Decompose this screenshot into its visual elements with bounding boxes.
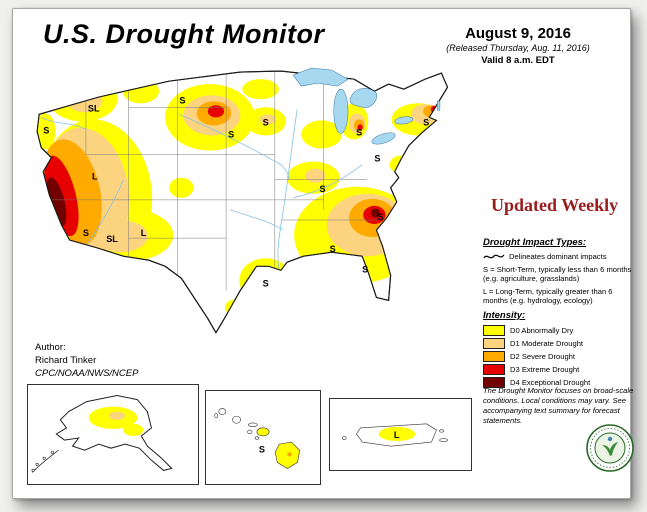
lake-huron	[349, 88, 377, 108]
drought-monitor-page: U.S. Drought Monitor August 9, 2016 (Rel…	[12, 8, 634, 499]
alaska-map	[31, 395, 173, 473]
impact-delineates-label: Delineates dominant impacts	[509, 252, 607, 262]
author-org: CPC/NOAA/NWS/NCEP	[35, 367, 139, 379]
drought-region-d0	[37, 113, 56, 150]
lake-champlain	[437, 101, 441, 111]
drought-region-d3	[207, 105, 225, 118]
valid-time: Valid 8 a.m. EDT	[481, 55, 555, 66]
long-term-definition: L = Long-Term, typically greater than 6 …	[483, 286, 613, 306]
date-block: August 9, 2016 (Released Thursday, Aug. …	[411, 25, 625, 66]
impact-label-s: S	[356, 127, 362, 137]
impact-line-icon	[483, 254, 505, 259]
release-date: (Released Thursday, Aug. 11, 2016)	[446, 43, 590, 53]
lake-michigan	[333, 88, 349, 134]
drought-region-d3	[357, 124, 363, 131]
short-term-definition: S = Short-Term, typically less than 6 mo…	[483, 264, 632, 284]
impact-label-l-puerto-rico: L	[394, 430, 400, 440]
impact-types-legend: Drought Impact Types: Delineates dominan…	[483, 237, 637, 306]
rivers	[41, 109, 363, 269]
impact-label-s: S	[263, 117, 269, 127]
state-borders	[43, 71, 378, 291]
report-date: August 9, 2016	[465, 25, 571, 42]
impact-label-l: L	[141, 228, 147, 238]
impact-label-sl: SL	[106, 234, 118, 244]
impact-label-s: S	[374, 154, 380, 164]
impact-label-s: S	[263, 278, 269, 288]
drought-region-d4	[46, 177, 67, 227]
d0-label: D0 Abnormally Dry	[510, 325, 574, 335]
updated-weekly-label: Updated Weekly	[491, 195, 619, 215]
lake-ontario	[394, 116, 414, 125]
impact-label-s: S	[179, 95, 185, 105]
drought-region-d0	[48, 77, 118, 122]
d2-swatch	[483, 350, 505, 362]
hawaii-inset: S	[205, 390, 321, 485]
impact-label-s: S	[362, 264, 368, 274]
page-title: U.S. Drought Monitor	[43, 19, 325, 49]
author-block: Author: Richard Tinker CPC/NOAA/NWS/NCEP	[35, 342, 138, 380]
drought-region-d0	[225, 299, 246, 316]
d2-label: D2 Severe Drought	[510, 351, 576, 361]
impact-label-s: S	[330, 244, 336, 254]
drought-region-d2	[423, 105, 440, 118]
impact-label-s: S	[320, 184, 326, 194]
lake-erie	[371, 132, 396, 145]
impact-label-s: S	[83, 228, 89, 238]
disclaimer-note: The Drought Monitor focuses on broad-sca…	[483, 386, 634, 425]
intensity-legend: Intensity: D0 Abnormally Dry D1 Moderate…	[483, 310, 637, 390]
d0-swatch	[483, 324, 505, 336]
d3-swatch	[483, 363, 505, 375]
drought-region-d1	[259, 114, 276, 125]
intensity-heading: Intensity:	[483, 310, 526, 321]
puerto-rico-inset: L	[329, 398, 472, 471]
impact-label-sl: SL	[88, 103, 100, 113]
d4-swatch	[483, 376, 505, 388]
impact-label-s: S	[228, 130, 234, 140]
lake-superior	[292, 67, 349, 87]
alaska-inset	[27, 384, 199, 485]
great-lakes	[292, 67, 441, 145]
impact-label-s-hawaii: S	[259, 444, 265, 454]
drought-region-d0	[242, 79, 279, 100]
impact-label-s: S	[423, 117, 429, 127]
impact-label-l: L	[92, 172, 98, 182]
drought-region-d4	[370, 208, 380, 218]
drought-region-d0	[301, 120, 342, 149]
drought-region-d1	[93, 219, 148, 253]
partners-logo	[586, 424, 634, 472]
d1-label: D1 Moderate Drought	[510, 338, 584, 348]
drought-region-d1	[305, 168, 326, 183]
d1-swatch	[483, 337, 505, 349]
d4-label: D4 Exceptional Drought	[510, 377, 591, 387]
drought-region-d0	[169, 177, 194, 198]
drought-region-d0	[389, 155, 412, 174]
d3-label: D3 Extreme Drought	[510, 364, 580, 374]
drought-region-d0	[122, 79, 160, 104]
puerto-rico-map: L	[341, 423, 448, 447]
impact-types-heading: Drought Impact Types:	[483, 237, 587, 248]
author-heading: Author:	[35, 342, 66, 353]
impact-label-s: S	[43, 125, 49, 135]
hawaii-map: S	[214, 408, 300, 469]
us-outline-stroke	[36, 70, 449, 334]
impact-label-s: S	[377, 212, 383, 222]
author-name: Richard Tinker	[35, 354, 97, 366]
